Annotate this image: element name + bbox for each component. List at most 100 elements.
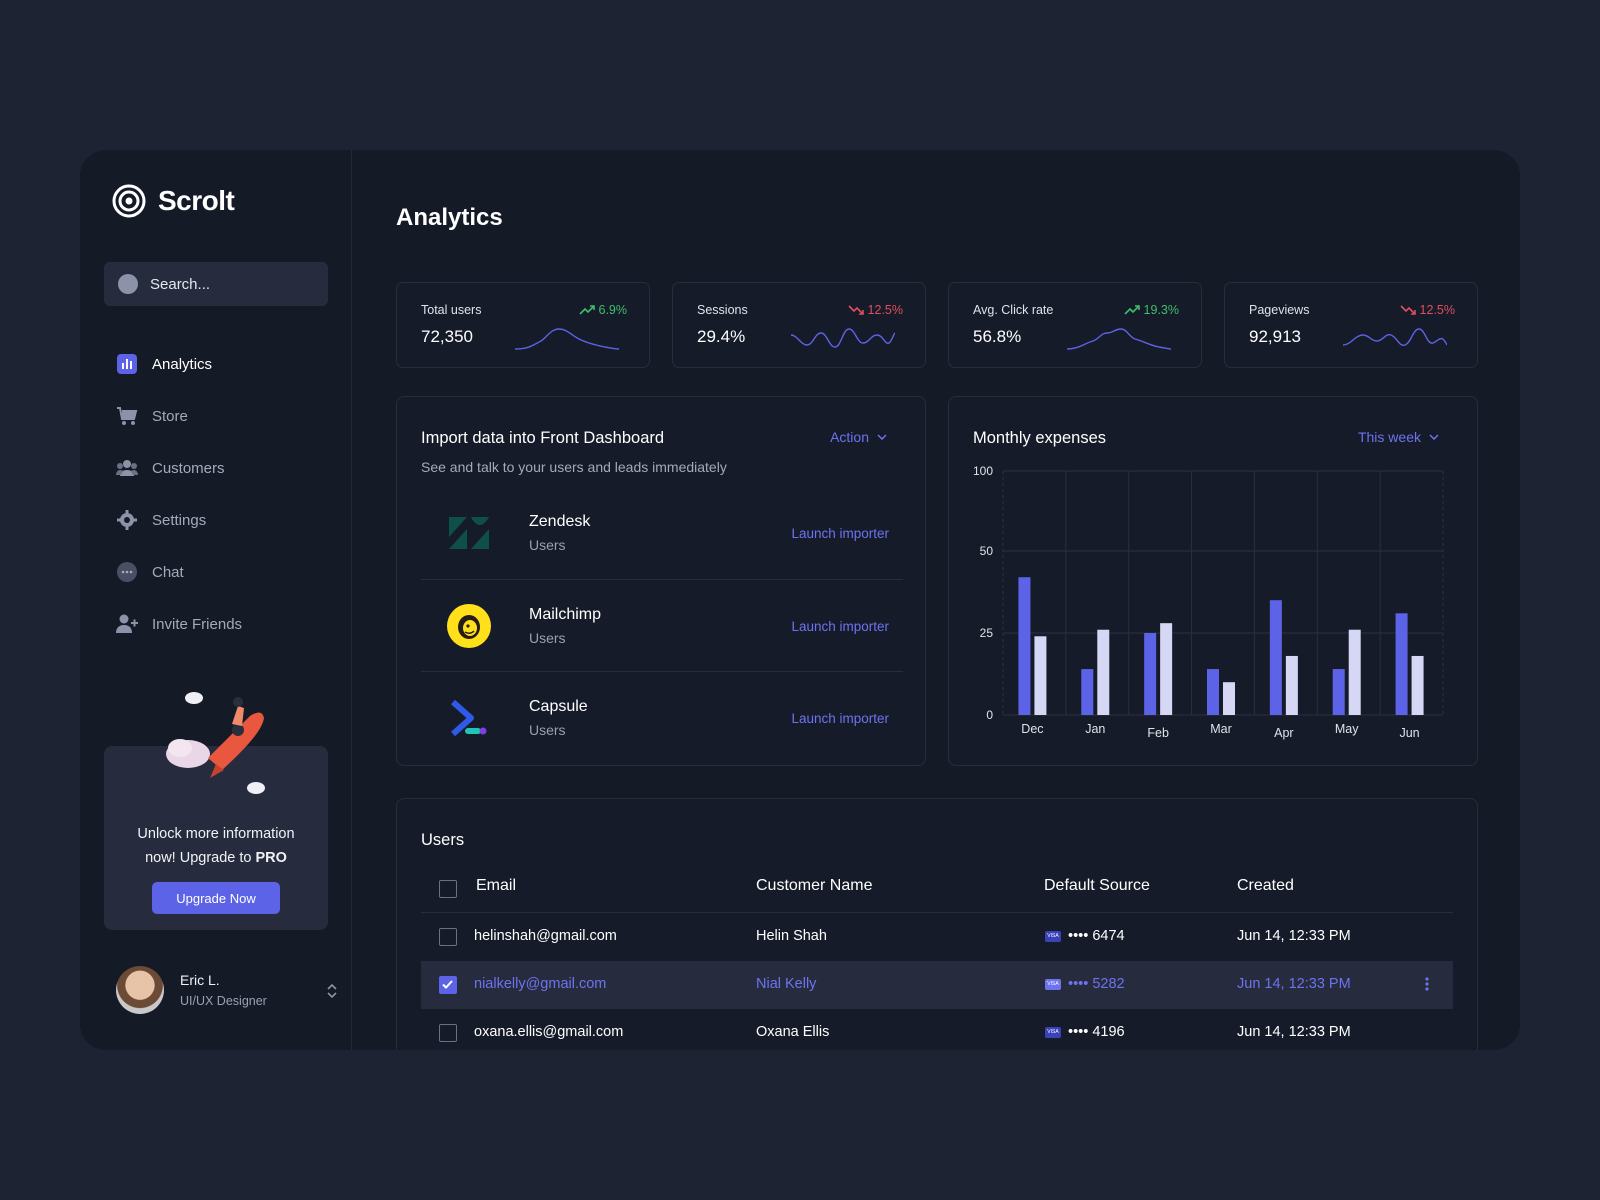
stat-value: 29.4%: [697, 327, 746, 346]
bar: [1034, 636, 1047, 715]
column-header-created[interactable]: Created: [1237, 877, 1294, 894]
sidebar-item-customers[interactable]: Customers: [116, 442, 242, 494]
bar: [1207, 669, 1219, 715]
table-row[interactable]: oxana.ellis@gmail.com Oxana Ellis VISA •…: [421, 1009, 1453, 1050]
user-role: UI/UX Designer: [180, 994, 267, 1008]
chevron-up-down-icon[interactable]: [326, 982, 338, 1000]
stat-card-click-rate: Avg. Click rate 56.8% 19.3%: [948, 282, 1202, 368]
column-header-default-source[interactable]: Default Source: [1044, 877, 1150, 894]
promo-line-1: Unlock more information: [137, 826, 295, 842]
stat-delta: 12.5%: [847, 303, 903, 317]
sidebar-item-settings[interactable]: Settings: [116, 494, 242, 546]
upgrade-promo-card: Unlock more information now! Upgrade to …: [104, 746, 328, 930]
x-tick-label: Dec: [1021, 722, 1043, 736]
sidebar: Scrolt Analytics Store: [80, 150, 352, 1050]
stat-delta-value: 6.9%: [598, 303, 628, 317]
sidebar-item-label: Invite Friends: [152, 615, 243, 633]
sidebar-item-label: Settings: [152, 511, 207, 529]
cell-customer-name: Oxana Ellis: [756, 1024, 830, 1040]
stat-delta-value: 12.5%: [867, 303, 903, 317]
sidebar-item-label: Store: [152, 407, 188, 425]
cell-default-source: •••• 6474: [1068, 928, 1125, 944]
stat-value: 56.8%: [973, 327, 1022, 346]
sidebar-nav: Analytics Store Customers Settings: [116, 338, 242, 650]
sidebar-item-store[interactable]: Store: [116, 390, 242, 442]
import-source-type: Users: [529, 630, 566, 646]
search-box[interactable]: [104, 262, 328, 306]
visa-card-icon: VISA: [1045, 931, 1061, 942]
stat-label: Avg. Click rate: [973, 303, 1054, 317]
action-dropdown[interactable]: Action: [830, 429, 887, 445]
launch-importer-link[interactable]: Launch importer: [791, 525, 889, 541]
row-checkbox[interactable]: [439, 976, 457, 994]
import-row-zendesk: Zendesk Users Launch importer: [421, 487, 903, 579]
promo-line-2: now! Upgrade to: [145, 850, 256, 866]
launch-importer-link[interactable]: Launch importer: [791, 710, 889, 726]
cell-default-source: •••• 4196: [1068, 1024, 1125, 1040]
y-tick-label: 0: [986, 708, 993, 722]
bar: [1285, 655, 1298, 715]
chat-icon: [116, 561, 138, 583]
promo-text: Unlock more information now! Upgrade to …: [104, 822, 328, 870]
cart-icon: [116, 405, 138, 427]
visa-card-icon: VISA: [1045, 1027, 1061, 1038]
page-title: Analytics: [396, 204, 503, 231]
sidebar-item-analytics[interactable]: Analytics: [116, 338, 242, 390]
range-dropdown[interactable]: This week: [1358, 429, 1439, 445]
upgrade-now-button[interactable]: Upgrade Now: [152, 882, 280, 914]
bar-chart-icon: [116, 353, 138, 375]
sparkline: [1343, 328, 1447, 346]
table-row[interactable]: helinshah@gmail.com Helin Shah VISA ••••…: [421, 913, 1453, 961]
chevron-down-icon: [1429, 434, 1439, 440]
stat-label: Total users: [421, 303, 482, 317]
trend-up-icon: [578, 305, 595, 315]
brand-logo[interactable]: Scrolt: [112, 184, 235, 218]
zendesk-logo-icon: [445, 509, 493, 557]
search-icon: [118, 274, 138, 294]
import-row-capsule: Capsule Users Launch importer: [421, 672, 903, 764]
monthly-expenses-panel: Monthly expenses This week 0 25 50 100 Dec Ja…: [948, 396, 1478, 766]
stat-delta-value: 12.5%: [1419, 303, 1455, 317]
sidebar-item-chat[interactable]: Chat: [116, 546, 242, 598]
trend-up-icon: [1123, 305, 1140, 315]
import-source-type: Users: [529, 537, 566, 553]
import-panel: Import data into Front Dashboard See and…: [396, 396, 926, 766]
y-tick-label: 100: [973, 465, 993, 478]
bar: [1144, 633, 1157, 715]
divider: [421, 579, 903, 580]
stat-label: Sessions: [697, 303, 748, 317]
column-header-customer-name[interactable]: Customer Name: [756, 877, 873, 894]
cell-created: Jun 14, 12:33 PM: [1237, 1024, 1351, 1040]
x-tick-label: Jan: [1085, 722, 1105, 736]
stat-value: 92,913: [1249, 327, 1301, 346]
visa-card-icon: VISA: [1045, 979, 1061, 990]
cell-created: Jun 14, 12:33 PM: [1237, 928, 1351, 944]
row-checkbox[interactable]: [439, 928, 457, 946]
table-header: Email Customer Name Default Source Creat…: [421, 865, 1453, 913]
search-input[interactable]: [150, 275, 320, 293]
stat-label: Pageviews: [1249, 303, 1310, 317]
launch-importer-link[interactable]: Launch importer: [791, 618, 889, 634]
stat-card-total-users: Total users 72,350 6.9%: [396, 282, 650, 368]
avatar: [116, 966, 164, 1014]
bar: [1348, 629, 1361, 715]
user-profile[interactable]: Eric L. UI/UX Designer: [116, 966, 337, 1014]
bar: [1332, 669, 1345, 715]
capsule-logo-icon: [445, 694, 493, 742]
range-dropdown-label: This week: [1357, 429, 1421, 445]
x-tick-label: May: [1335, 722, 1359, 736]
table-row-selected[interactable]: nialkelly@gmail.com Nial Kelly VISA ••••…: [421, 961, 1453, 1009]
gear-icon: [116, 509, 138, 531]
users-icon: [116, 457, 138, 479]
select-all-checkbox[interactable]: [439, 880, 457, 898]
rocket-illustration-icon: [166, 692, 265, 794]
row-checkbox[interactable]: [439, 1024, 457, 1042]
import-source-name: Capsule: [529, 698, 588, 715]
sidebar-item-invite-friends[interactable]: Invite Friends: [116, 598, 242, 650]
x-tick-label: Apr: [1274, 726, 1293, 740]
scrolt-logo-icon: [112, 184, 146, 218]
stat-delta: 19.3%: [1123, 303, 1179, 317]
more-vertical-icon[interactable]: [1425, 977, 1429, 991]
user-name: Eric L.: [180, 972, 220, 988]
column-header-email[interactable]: Email: [476, 877, 517, 894]
